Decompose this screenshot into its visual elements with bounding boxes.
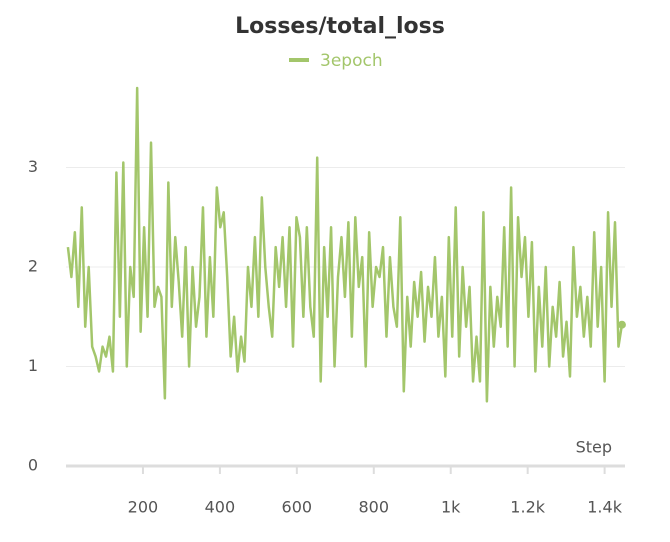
chart-title: Losses/total_loss bbox=[235, 14, 445, 39]
x-tick-label: 1k bbox=[441, 498, 461, 517]
x-tick-label: 400 bbox=[205, 498, 236, 517]
x-axis-label: Step bbox=[576, 438, 612, 457]
y-tick-label: 3 bbox=[28, 157, 38, 176]
x-tick-label: 1.4k bbox=[587, 498, 622, 517]
end-point bbox=[617, 320, 626, 329]
x-tick-label: 800 bbox=[359, 498, 390, 517]
y-tick-label: 0 bbox=[28, 456, 38, 475]
y-tick-label: 1 bbox=[28, 356, 38, 375]
x-tick-label: 600 bbox=[282, 498, 313, 517]
x-tick-label: 1.2k bbox=[510, 498, 545, 517]
x-tick-label: 200 bbox=[128, 498, 159, 517]
legend-label: 3epoch bbox=[320, 51, 383, 71]
data-line bbox=[66, 86, 624, 403]
y-tick-label: 2 bbox=[28, 257, 38, 276]
